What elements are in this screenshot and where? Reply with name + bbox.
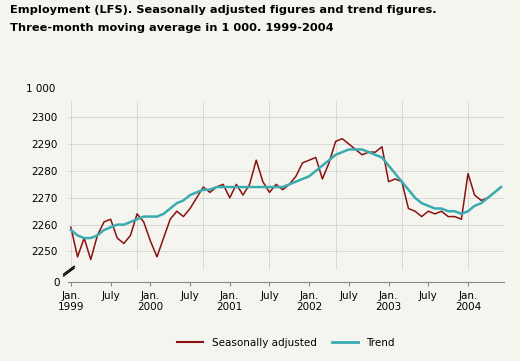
Text: Three-month moving average in 1 000. 1999-2004: Three-month moving average in 1 000. 199… bbox=[10, 23, 334, 34]
Text: Employment (LFS). Seasonally adjusted figures and trend figures.: Employment (LFS). Seasonally adjusted fi… bbox=[10, 5, 437, 16]
Legend: Seasonally adjusted, Trend: Seasonally adjusted, Trend bbox=[173, 334, 399, 352]
Text: 1 000: 1 000 bbox=[26, 84, 56, 94]
